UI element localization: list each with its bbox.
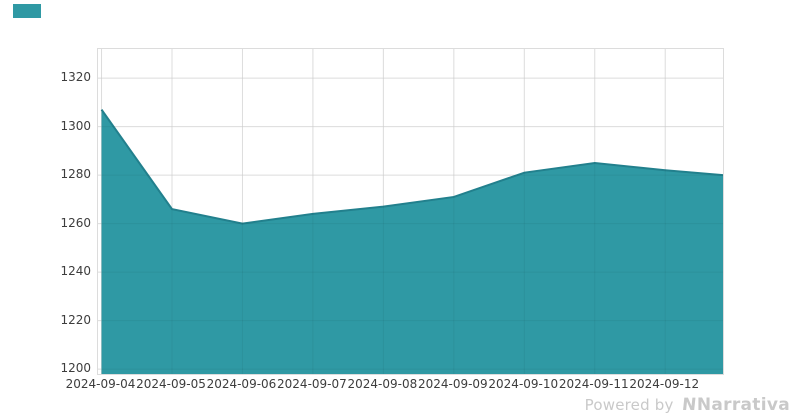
x-tick-label: 2024-09-09 [417,377,488,391]
x-tick-label: 2024-09-11 [558,377,629,391]
watermark-powered-by: Powered by [584,396,674,414]
watermark-brand: Narrativa [696,395,790,415]
series-color-swatch [13,4,41,18]
area-series-line [100,109,723,225]
plot-area [97,48,724,375]
y-tick-label: 1280 [60,167,91,182]
x-tick-label: 2024-09-05 [136,377,206,391]
x-tick-label: 2024-09-08 [347,377,418,391]
y-tick-label: 1200 [60,361,91,376]
x-tick-label: 2024-09-06 [206,377,277,391]
area-series-fill [101,109,723,374]
area-chart [98,49,723,374]
x-tick-label: 2024-09-07 [277,377,347,391]
y-tick-label: 1240 [60,264,91,279]
y-tick-label: 1300 [60,118,91,133]
y-tick-label: 1260 [60,215,91,230]
x-tick-label: 2024-09-12 [629,377,700,391]
y-tick-label: 1320 [60,70,91,85]
y-tick-label: 1220 [60,312,91,327]
narrativa-logo-icon: N [680,395,697,415]
x-tick-label: 2024-09-04 [65,377,136,391]
x-tick-label: 2024-09-10 [488,377,559,391]
watermark: Powered by N Narrativa [585,394,790,416]
